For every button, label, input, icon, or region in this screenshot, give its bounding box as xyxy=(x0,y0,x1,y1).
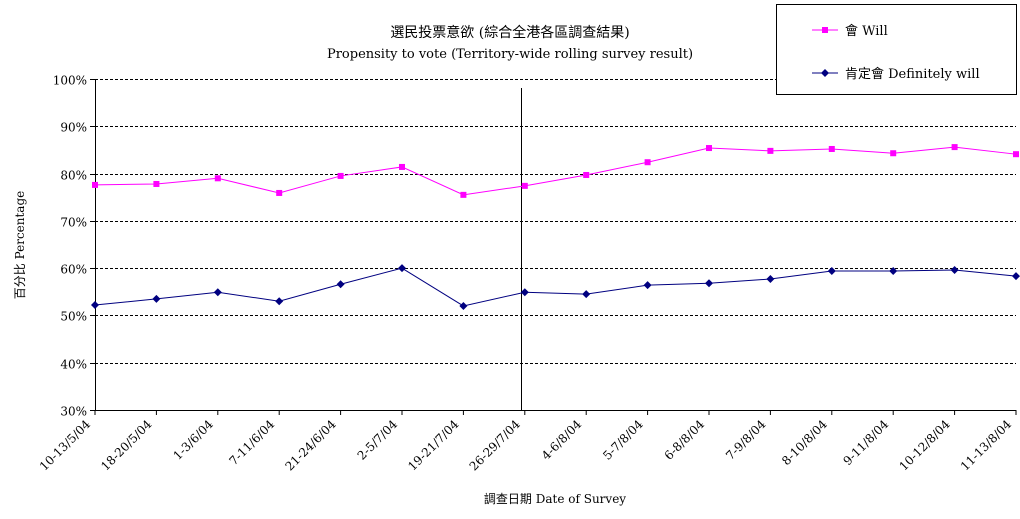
x-tick-label: 19-21/7/04 xyxy=(405,417,462,474)
x-tick-label: 26-29/7/04 xyxy=(467,417,524,474)
x-tick-label: 2-5/7/04 xyxy=(355,417,401,463)
x-tick-label: 7-9/8/04 xyxy=(723,417,769,463)
data-point xyxy=(398,264,406,273)
y-tick-label: 60% xyxy=(60,263,87,277)
x-tick-label: 6-8/8/04 xyxy=(662,417,708,463)
x-tick-label: 9-11/8/04 xyxy=(840,417,891,468)
x-tick-label: 21-24/6/04 xyxy=(282,417,339,474)
data-point xyxy=(890,150,897,157)
data-point xyxy=(889,266,898,275)
data-point xyxy=(1013,151,1019,158)
legend: 會 Will 肯定會 Definitely will xyxy=(776,4,1017,95)
series-will xyxy=(92,144,1019,198)
x-tick-label: 7-11/6/04 xyxy=(226,417,277,468)
legend-label: 肯定會 Definitely will xyxy=(845,67,980,82)
legend-label: 會 Will xyxy=(845,24,888,39)
data-point xyxy=(521,182,528,189)
data-point xyxy=(276,189,283,196)
x-tick-label: 4-6/8/04 xyxy=(539,417,585,463)
data-point xyxy=(336,280,345,289)
data-point xyxy=(821,69,829,77)
data-point xyxy=(275,297,284,306)
x-axis-label: 調查日期 Date of Survey xyxy=(484,492,626,506)
data-point xyxy=(583,171,590,178)
data-point xyxy=(520,288,529,297)
data-point xyxy=(214,175,221,182)
data-point xyxy=(92,181,98,188)
x-tick-label: 10-12/8/04 xyxy=(896,417,953,474)
data-point xyxy=(706,145,712,152)
y-tick-label: 50% xyxy=(60,310,87,324)
data-point xyxy=(213,288,222,297)
y-tick-label: 80% xyxy=(60,169,87,183)
y-tick-label: 100% xyxy=(53,74,87,88)
x-tick-label: 10-13/5/04 xyxy=(37,417,94,474)
data-point xyxy=(91,301,99,310)
data-point xyxy=(950,266,959,275)
data-point xyxy=(460,191,467,198)
y-tick-label: 30% xyxy=(60,405,87,419)
y-tick-label: 40% xyxy=(60,358,87,372)
y-tick-label: 90% xyxy=(60,121,87,135)
data-point xyxy=(152,294,161,303)
chart-title: 選民投票意欲 (綜合全港各區調查結果) xyxy=(390,24,629,41)
data-point xyxy=(827,266,836,275)
x-tick-label: 11-13/8/04 xyxy=(958,417,1015,474)
data-point xyxy=(582,290,591,299)
data-point xyxy=(766,275,775,284)
data-point xyxy=(643,281,652,290)
x-tick-label: 1-3/6/04 xyxy=(170,417,216,463)
data-point xyxy=(1012,272,1020,281)
y-tick-label: 70% xyxy=(60,216,87,230)
series-line xyxy=(94,146,1017,196)
chart-subtitle: Propensity to vote (Territory-wide rolli… xyxy=(327,47,693,62)
data-point xyxy=(822,27,828,33)
series-definitely-will xyxy=(91,264,1020,310)
data-point xyxy=(399,163,405,170)
data-point xyxy=(153,180,160,187)
data-point xyxy=(644,159,651,166)
y-axis-label: 百分比 Percentage xyxy=(13,191,27,300)
data-point xyxy=(337,172,344,179)
data-point xyxy=(951,144,958,151)
x-tick-label: 5-7/8/04 xyxy=(600,417,646,463)
x-tick-label: 18-20/5/04 xyxy=(98,417,155,474)
series-line xyxy=(94,267,1017,307)
data-point xyxy=(459,301,468,310)
data-point xyxy=(767,147,774,154)
x-tick-label: 8-10/8/04 xyxy=(779,417,830,468)
data-point xyxy=(705,279,713,288)
data-point xyxy=(828,145,835,152)
